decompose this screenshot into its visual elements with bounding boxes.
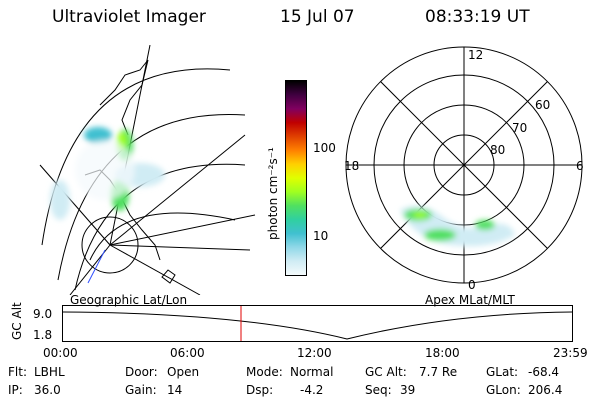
colorbar-tick-10: 10	[313, 229, 329, 243]
altitude-ylabel: GC Alt	[10, 302, 24, 340]
time-tick-1800: 18:00	[425, 346, 460, 360]
seq-label: Seq:	[365, 383, 392, 397]
glon-value: 206.4	[528, 383, 563, 397]
mlt-label-18: 18	[344, 159, 359, 173]
glat-value: -68.4	[528, 365, 560, 379]
lon-line	[109, 214, 256, 246]
mlt-label-6: 6	[576, 159, 584, 173]
instrument-title: Ultraviolet Imager	[52, 7, 206, 27]
colorbar-unit-label: photon cm⁻²s⁻¹	[266, 147, 280, 240]
door-value: Open	[167, 365, 200, 379]
gcalt-label: GC Alt:	[365, 365, 407, 379]
lon-line	[109, 134, 246, 246]
apex-panel-label: Apex MLat/MLT	[425, 293, 515, 307]
lon-line	[109, 244, 201, 295]
ip-value: 36.0	[34, 383, 61, 397]
altitude-timeline-plot	[62, 305, 573, 342]
apex-polar-panel: 12 18 6 0 60 70 80	[344, 46, 584, 292]
time-tick-0000: 00:00	[43, 346, 78, 360]
glon-label: GLon:	[486, 383, 521, 397]
ip-label: IP:	[8, 383, 23, 397]
altitude-plot-frame	[62, 305, 573, 342]
mode-value: Normal	[290, 365, 334, 379]
time-tick-0600: 06:00	[170, 346, 205, 360]
time-tick-1200: 12:00	[297, 346, 332, 360]
lon-line	[39, 164, 111, 246]
mlat-label-60: 60	[535, 98, 550, 112]
mlt-label-12: 12	[468, 48, 483, 62]
altitude-curve	[62, 311, 573, 340]
lat-circle	[81, 216, 139, 274]
colorbar-gradient	[285, 80, 307, 276]
gcalt-value: 7.7 Re	[419, 365, 458, 379]
geographic-panel-label: Geographic Lat/Lon	[70, 293, 188, 307]
lon-line	[109, 244, 251, 251]
flt-label: Flt:	[8, 365, 27, 379]
mode-label: Mode:	[246, 365, 283, 379]
altitude-ytick-9: 9.0	[33, 307, 53, 321]
lat-circle	[74, 163, 246, 291]
geographic-map-panel	[39, 45, 256, 295]
dsp-value: -4.2	[300, 383, 324, 397]
observation-date: 15 Jul 07	[280, 7, 355, 27]
mlt-label-0: 0	[468, 278, 476, 292]
altitude-ytick-1-8: 1.8	[33, 328, 53, 342]
gain-value: 14	[167, 383, 183, 397]
flt-value: LBHL	[34, 365, 65, 379]
door-label: Door:	[125, 365, 158, 379]
seq-value: 39	[400, 383, 416, 397]
lat-circle	[89, 212, 236, 261]
aurora-emission-geo	[50, 127, 165, 220]
colorbar-tick-100: 100	[313, 141, 336, 155]
glat-label: GLat:	[486, 365, 519, 379]
lat-circle	[57, 113, 246, 281]
aurora-emission-apex	[400, 206, 515, 247]
observation-time: 08:33:19 UT	[425, 7, 530, 27]
time-tick-2359: 23:59	[553, 346, 588, 360]
pointing-line	[87, 249, 106, 284]
gain-label: Gain:	[125, 383, 157, 397]
dsp-label: Dsp:	[246, 383, 274, 397]
mlat-label-70: 70	[512, 121, 527, 135]
mlat-label-80: 80	[490, 143, 505, 157]
